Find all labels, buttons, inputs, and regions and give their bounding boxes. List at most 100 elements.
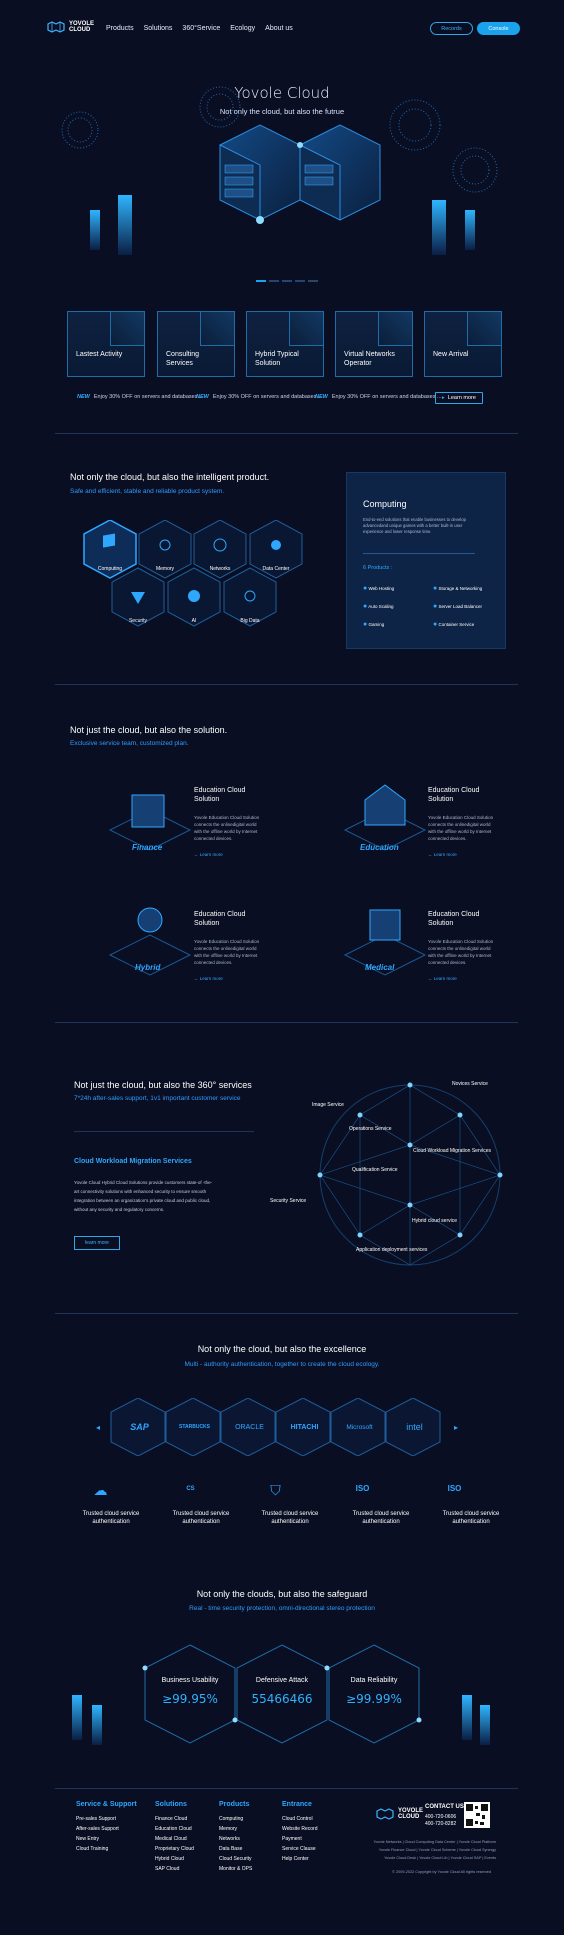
footer-col: Service & Support Pre-sales Support Afte… [76, 1801, 137, 1854]
globe-label[interactable]: Image Service [312, 1102, 344, 1108]
card-consulting[interactable]: Consulting Services [157, 311, 235, 377]
service-learn-more-button[interactable]: learn more [74, 1236, 120, 1250]
footer-link[interactable]: Monitor & OPS [219, 1866, 253, 1872]
globe-label[interactable]: Novices Service [452, 1081, 488, 1087]
hex-label-computing[interactable]: Computing [97, 566, 123, 572]
nav-solutions[interactable]: Solutions [143, 25, 173, 32]
carousel-dot[interactable] [269, 280, 279, 282]
console-button[interactable]: Console [477, 22, 520, 35]
prev-arrow-icon[interactable]: ◂ [96, 1423, 101, 1432]
service-globe [317, 1082, 503, 1266]
solution-learn-more[interactable]: ← Learn more [428, 852, 457, 857]
partner-logo-intel[interactable]: intel [406, 1422, 423, 1432]
globe-label[interactable]: Security Service [270, 1198, 307, 1204]
footer-link[interactable]: Memory [219, 1826, 238, 1832]
logo[interactable]: YOVOLE CLOUD [47, 21, 94, 33]
panel-title: Computing [363, 499, 407, 509]
carousel-dot[interactable] [308, 280, 318, 282]
ticker-item[interactable]: NEW Enjoy 30% OFF on servers and database… [315, 394, 442, 400]
footer-link[interactable]: Cloud Training [76, 1846, 109, 1852]
panel-count: 6 Products : [363, 565, 393, 571]
solutions-subtitle: Exclusive service team, customized plan. [70, 740, 189, 747]
footer-link[interactable]: Hybrid Cloud [155, 1856, 184, 1862]
card-new-arrival[interactable]: New Arrival [424, 311, 502, 377]
product-hex-grid [83, 520, 303, 627]
hex-label-security[interactable]: Security [128, 618, 148, 624]
partner-logo-microsoft[interactable]: Microsoft [346, 1424, 373, 1431]
footer-link[interactable]: Payment [282, 1836, 302, 1842]
footer-col: Solutions Finance Cloud Education Cloud … [155, 1801, 194, 1874]
nav-about[interactable]: About us [265, 25, 293, 32]
footer-link[interactable]: Cloud Security [219, 1856, 252, 1862]
solution-learn-more[interactable]: ← Learn more [428, 976, 457, 981]
card-corner [110, 312, 144, 346]
footer-link[interactable]: Cloud Control [282, 1816, 313, 1822]
footer-links-row[interactable]: Yovole Cloud Desk | Yovole Cloud Lib | Y… [384, 1856, 496, 1860]
solution-item: Education Cloud Solution Yovole Educatio… [194, 910, 264, 981]
globe-label[interactable]: Hybrid cloud service [412, 1218, 458, 1224]
footer-link[interactable]: Service Clause [282, 1846, 316, 1852]
panel-product[interactable]: ● Container Service [433, 621, 475, 628]
service-title: Not just the cloud, but also the 360° se… [74, 1080, 252, 1090]
service-divider [74, 1131, 254, 1132]
footer-link[interactable]: Education Cloud [155, 1826, 192, 1832]
ticker-learn-more-button[interactable]: ▸ Learn more [435, 392, 483, 404]
globe-label[interactable]: Application deployment services [356, 1247, 428, 1253]
footer-link[interactable]: Website Record [282, 1826, 318, 1832]
nav-ecology[interactable]: Ecology [230, 25, 256, 32]
footer-link[interactable]: New Entry [76, 1836, 100, 1842]
footer-logo[interactable]: YOVOLE CLOUD [376, 1808, 423, 1820]
globe-label[interactable]: Cloud Workload Migration Services [413, 1148, 491, 1154]
footer-link[interactable]: Data Base [219, 1846, 243, 1852]
panel-product[interactable]: ● Gaming [363, 621, 385, 628]
panel-product[interactable]: ● Server Load Balancer [433, 603, 483, 610]
footer-link[interactable]: Finance Cloud [155, 1816, 188, 1822]
nav-service[interactable]: 360°Service [182, 25, 221, 32]
records-button[interactable]: Records [430, 22, 473, 35]
partner-logo-oracle[interactable]: ORACLE [235, 1424, 264, 1431]
footer-link[interactable]: SAP Cloud [155, 1866, 180, 1872]
footer-link[interactable]: Medical Cloud [155, 1836, 187, 1842]
card-latest-activity[interactable]: Lastest Activity [67, 311, 145, 377]
hex-label-big-data[interactable]: Big Data [240, 618, 260, 624]
stat-value: ≥99.99% [346, 1692, 402, 1706]
solution-tag: Medical [365, 963, 395, 972]
panel-product[interactable]: ● Storage & Networking [433, 585, 483, 592]
hex-label-data-center[interactable]: Data Center [262, 566, 290, 572]
carousel-dot[interactable] [295, 280, 305, 282]
solution-learn-more[interactable]: ← Learn more [194, 852, 223, 857]
partner-logo-sap[interactable]: SAP [130, 1422, 149, 1432]
footer-link[interactable]: After-sales Support [76, 1826, 119, 1832]
next-arrow-icon[interactable]: ▸ [454, 1423, 459, 1432]
panel-product[interactable]: ● Auto Scaling [363, 603, 394, 610]
panel-product[interactable]: ● Web Hosting [363, 585, 395, 592]
contact-phone: 400-720-0606 [425, 1814, 457, 1820]
footer-links-row[interactable]: Yovole Networks | Cloud Computing Data C… [373, 1840, 496, 1844]
carousel-dot[interactable] [282, 280, 292, 282]
ticker-text: Enjoy 30% OFF on servers and databases .… [331, 394, 442, 400]
nav-products[interactable]: Products [106, 25, 134, 32]
partner-logo-starbucks[interactable]: STARBUCKS [178, 1424, 211, 1430]
globe-label[interactable]: Qualification Service [352, 1167, 398, 1173]
card-hybrid[interactable]: Hybrid Typical Solution [246, 311, 324, 377]
card-virtual-networks[interactable]: Virtual Networks Operator [335, 311, 413, 377]
solution-tag: Education [360, 843, 399, 852]
stat-title: Defensive Attack [255, 1677, 309, 1684]
iso-badge-icon: ISO [447, 1484, 462, 1493]
footer-link[interactable]: Pre-sales Support [76, 1816, 117, 1822]
footer-link[interactable]: Proprietary Cloud [155, 1846, 194, 1852]
hex-label-networks[interactable]: Networks [209, 566, 231, 572]
solution-learn-more[interactable]: ← Learn more [194, 976, 223, 981]
hex-label-ai[interactable]: AI [191, 618, 197, 624]
carousel-dot[interactable] [256, 280, 266, 282]
partner-logo-hitachi[interactable]: HITACHI [290, 1424, 319, 1431]
card-corner [378, 312, 412, 346]
globe-label[interactable]: Operations Service [349, 1126, 392, 1132]
footer-links-row[interactable]: Yovole Finance Cloud | Yovole Cloud Sche… [378, 1848, 496, 1852]
footer-link[interactable]: Computing [219, 1816, 244, 1822]
ticker-item[interactable]: NEW Enjoy 30% OFF on servers and database… [196, 394, 323, 400]
footer-link[interactable]: Networks [219, 1836, 240, 1842]
hex-label-memory[interactable]: Memory [155, 566, 175, 572]
footer-link[interactable]: Help Center [282, 1856, 309, 1862]
ticker-item[interactable]: NEW Enjoy 30% OFF on servers and database… [77, 394, 204, 400]
